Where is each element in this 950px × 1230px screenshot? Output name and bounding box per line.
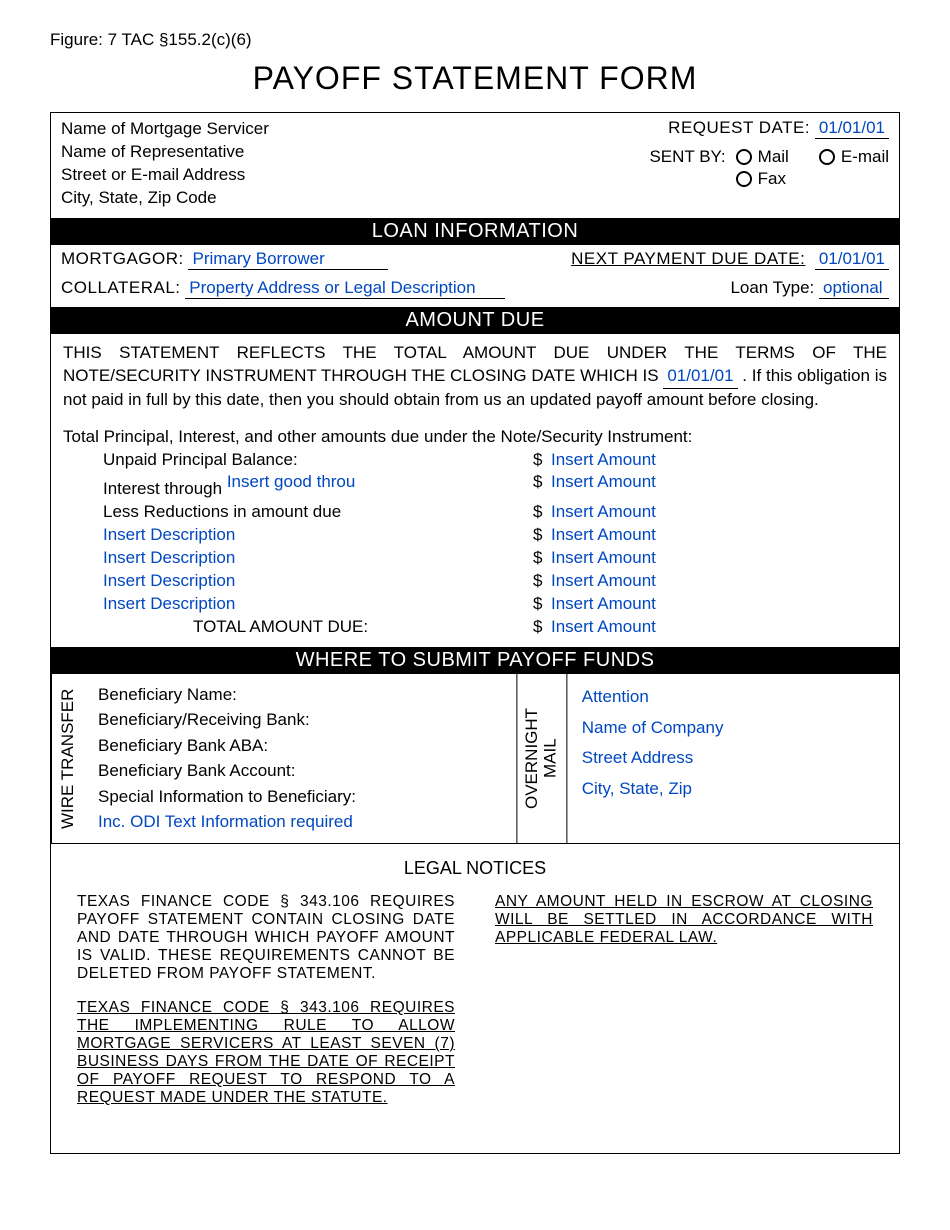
- line-item-reductions: Less Reductions in amount due $ Insert A…: [103, 501, 887, 524]
- description-field[interactable]: Insert Description: [103, 524, 235, 547]
- wire-line: Beneficiary Bank Account:: [98, 758, 502, 784]
- description-field[interactable]: Insert Description: [103, 547, 235, 570]
- line-desc: Less Reductions in amount due: [103, 501, 533, 524]
- radio-icon: [819, 149, 835, 165]
- request-date-label: REQUEST DATE:: [668, 118, 810, 138]
- dollar-sign: $: [533, 570, 551, 593]
- loan-type-field[interactable]: optional: [819, 278, 889, 299]
- wire-line: Special Information to Beneficiary:: [98, 784, 502, 810]
- dollar-sign: $: [533, 616, 551, 639]
- amount-statement: THIS STATEMENT REFLECTS THE TOTAL AMOUNT…: [63, 342, 887, 412]
- line-item-total: TOTAL AMOUNT DUE: $ Insert Amount: [103, 616, 887, 639]
- total-amount-field[interactable]: Insert Amount: [551, 616, 656, 639]
- amount-field[interactable]: Insert Amount: [551, 524, 656, 547]
- dollar-sign: $: [533, 471, 551, 501]
- sent-by-mail-option[interactable]: Mail: [736, 147, 789, 167]
- servicer-line: Street or E-mail Address: [61, 164, 269, 187]
- line-item-desc: Insert Description $ Insert Amount: [103, 570, 887, 593]
- description-field[interactable]: Insert Description: [103, 593, 235, 616]
- line-desc: Unpaid Principal Balance:: [103, 449, 533, 472]
- dollar-sign: $: [533, 524, 551, 547]
- legal-left-col: TEXAS FINANCE CODE § 343.106 REQUIRES PA…: [77, 893, 455, 1123]
- legal-paragraph-underlined: ANY AMOUNT HELD IN ESCROW AT CLOSING WIL…: [495, 893, 873, 947]
- sent-by-fax-option[interactable]: Fax: [736, 169, 789, 189]
- servicer-address: Name of Mortgage Servicer Name of Repres…: [61, 118, 269, 210]
- amount-field[interactable]: Insert Amount: [551, 501, 656, 524]
- radio-icon: [736, 149, 752, 165]
- wire-line: Beneficiary Name:: [98, 682, 502, 708]
- amount-field[interactable]: Insert Amount: [551, 547, 656, 570]
- overnight-field[interactable]: Name of Company: [582, 713, 885, 744]
- servicer-line: Name of Mortgage Servicer: [61, 118, 269, 141]
- dollar-sign: $: [533, 547, 551, 570]
- legal-paragraph: TEXAS FINANCE CODE § 343.106 REQUIRES PA…: [77, 893, 455, 983]
- dollar-sign: $: [533, 593, 551, 616]
- dollar-sign: $: [533, 449, 551, 472]
- section-header-submit: WHERE TO SUBMIT PAYOFF FUNDS: [51, 647, 899, 674]
- sent-by-label: SENT BY:: [649, 147, 725, 167]
- wire-line: Beneficiary Bank ABA:: [98, 733, 502, 759]
- legal-right-col: ANY AMOUNT HELD IN ESCROW AT CLOSING WIL…: [495, 893, 873, 1123]
- overnight-field[interactable]: Street Address: [582, 743, 885, 774]
- amount-field[interactable]: Insert Amount: [551, 471, 656, 501]
- section-header-loan-info: LOAN INFORMATION: [51, 218, 899, 245]
- line-item-desc: Insert Description $ Insert Amount: [103, 524, 887, 547]
- figure-label: Figure: 7 TAC §155.2(c)(6): [50, 30, 900, 50]
- overnight-mail-label: OVERNIGHT MAIL: [516, 674, 567, 843]
- dollar-sign: $: [533, 501, 551, 524]
- radio-label: Fax: [758, 169, 786, 189]
- line-item-desc: Insert Description $ Insert Amount: [103, 547, 887, 570]
- radio-icon: [736, 171, 752, 187]
- next-due-field[interactable]: 01/01/01: [815, 249, 889, 270]
- line-item-desc: Insert Description $ Insert Amount: [103, 593, 887, 616]
- form-container: Name of Mortgage Servicer Name of Repres…: [50, 112, 900, 1154]
- interest-through-field[interactable]: Insert good throu: [227, 471, 357, 494]
- total-label: TOTAL AMOUNT DUE:: [103, 616, 533, 639]
- wire-transfer-block: Beneficiary Name: Beneficiary/Receiving …: [84, 674, 516, 843]
- mortgagor-field[interactable]: Primary Borrower: [188, 249, 388, 270]
- page-title: PAYOFF STATEMENT FORM: [50, 60, 900, 97]
- request-meta: REQUEST DATE: 01/01/01 SENT BY: Mail Fax: [649, 118, 889, 191]
- amount-field[interactable]: Insert Amount: [551, 449, 656, 472]
- header-block: Name of Mortgage Servicer Name of Repres…: [51, 113, 899, 218]
- legal-notices: LEGAL NOTICES TEXAS FINANCE CODE § 343.1…: [51, 843, 899, 1153]
- wire-line: Beneficiary/Receiving Bank:: [98, 707, 502, 733]
- collateral-field[interactable]: Property Address or Legal Description: [185, 278, 505, 299]
- line-items: Unpaid Principal Balance: $ Insert Amoun…: [103, 449, 887, 639]
- servicer-line: City, State, Zip Code: [61, 187, 269, 210]
- overnight-field[interactable]: City, State, Zip: [582, 774, 885, 805]
- wire-transfer-label: WIRE TRANSFER: [51, 674, 84, 843]
- legal-title: LEGAL NOTICES: [77, 858, 873, 879]
- sent-by-email-option[interactable]: E-mail: [819, 147, 889, 167]
- servicer-line: Name of Representative: [61, 141, 269, 164]
- closing-date-field[interactable]: 01/01/01: [663, 365, 737, 389]
- amount-due-body: THIS STATEMENT REFLECTS THE TOTAL AMOUNT…: [51, 334, 899, 647]
- overnight-field[interactable]: Attention: [582, 682, 885, 713]
- submit-body: WIRE TRANSFER Beneficiary Name: Benefici…: [51, 674, 899, 843]
- radio-label: E-mail: [841, 147, 889, 167]
- line-item-principal: Unpaid Principal Balance: $ Insert Amoun…: [103, 449, 887, 472]
- next-due-label: NEXT PAYMENT DUE DATE:: [571, 249, 805, 269]
- radio-label: Mail: [758, 147, 789, 167]
- collateral-label: COLLATERAL:: [61, 278, 181, 298]
- line-desc: Interest through: [103, 479, 222, 498]
- amount-field[interactable]: Insert Amount: [551, 570, 656, 593]
- request-date-field[interactable]: 01/01/01: [815, 118, 889, 139]
- amount-field[interactable]: Insert Amount: [551, 593, 656, 616]
- loan-type-label: Loan Type:: [730, 278, 814, 298]
- section-header-amount-due: AMOUNT DUE: [51, 307, 899, 334]
- legal-paragraph-underlined: TEXAS FINANCE CODE § 343.106 REQUIRES TH…: [77, 999, 455, 1107]
- description-field[interactable]: Insert Description: [103, 570, 235, 593]
- wire-special-info-field[interactable]: Inc. ODI Text Information required: [98, 809, 502, 835]
- overnight-mail-block: Attention Name of Company Street Address…: [568, 674, 899, 843]
- line-item-interest: Interest through Insert good throu $ Ins…: [103, 471, 887, 501]
- amount-intro: Total Principal, Interest, and other amo…: [63, 426, 887, 449]
- mortgagor-label: MORTGAGOR:: [61, 249, 184, 269]
